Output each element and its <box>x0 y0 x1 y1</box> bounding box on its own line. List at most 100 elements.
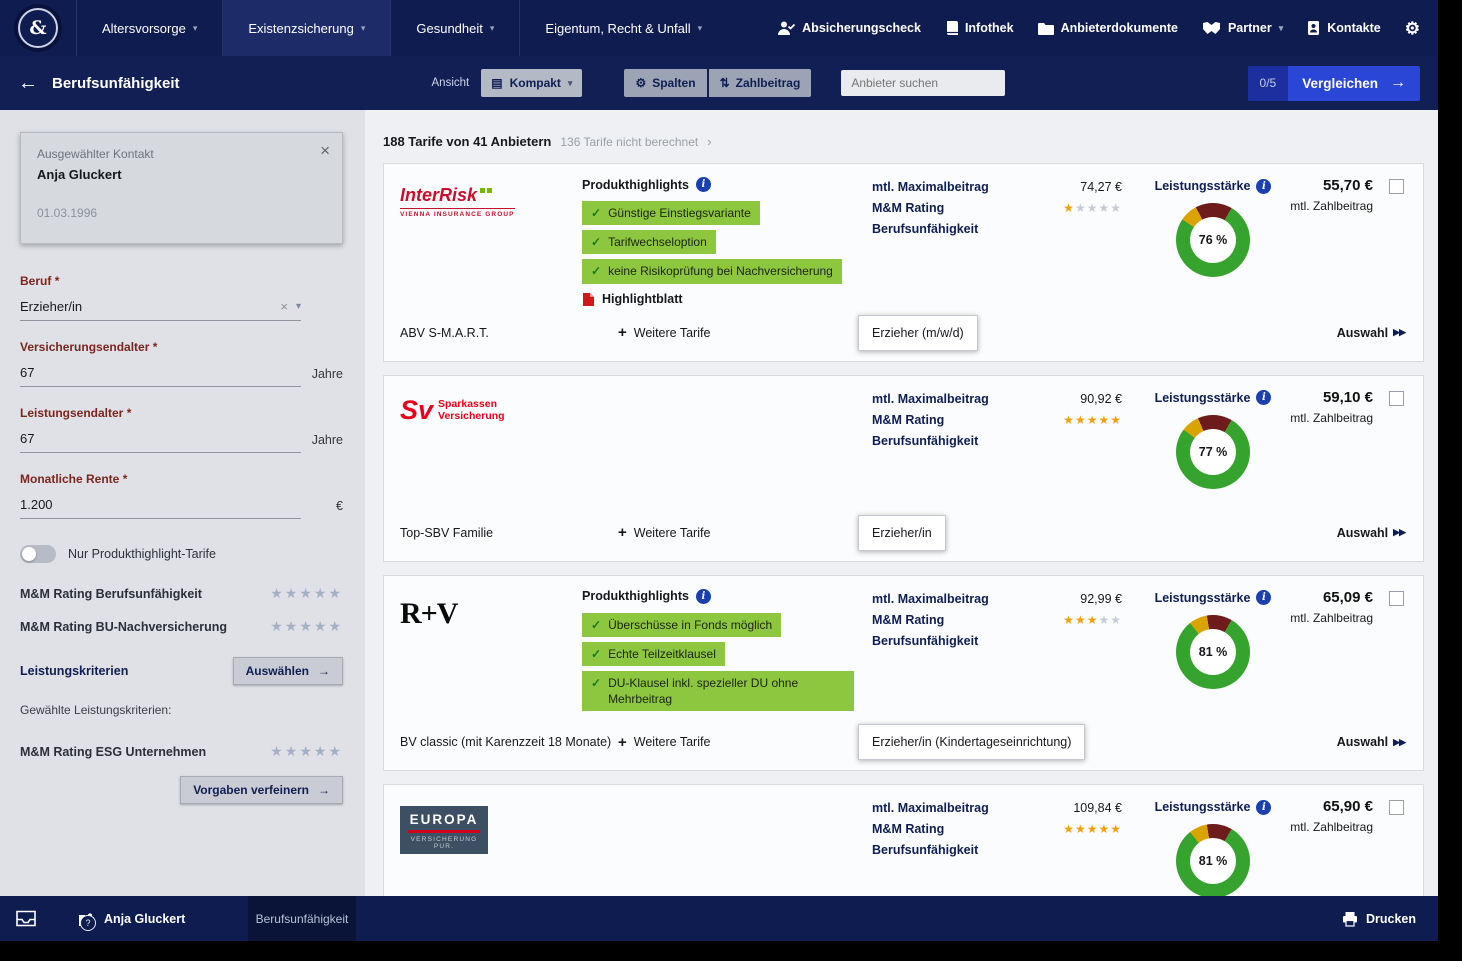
unit-label: Jahre <box>311 367 343 381</box>
rating-esg-row: M&M Rating ESG Unternehmen ★★★★★ <box>20 743 343 760</box>
results-not-calculated[interactable]: 136 Tarife nicht berechnet <box>560 135 699 149</box>
mm-rating-stars: ★★★★★ <box>1002 198 1122 219</box>
auswahl-button[interactable]: Auswahl ▶▶ <box>1336 525 1406 540</box>
info-icon[interactable]: i <box>695 177 711 192</box>
print-label: Drucken <box>1365 911 1416 926</box>
rating-bu-row: M&M Rating Berufsunfähigkeit ★★★★★ <box>20 585 343 602</box>
nav-partner[interactable]: Partner ▾ <box>1202 21 1283 35</box>
occupation-field[interactable]: Erzieher/in <box>858 514 946 551</box>
leistungsendalter-input[interactable]: 67 <box>20 431 301 453</box>
star-empty-icon: ★ <box>284 618 300 634</box>
print-button[interactable]: Drucken <box>1342 911 1416 927</box>
leistungsstaerke-donut: 77 % <box>1176 414 1250 489</box>
inbox-icon[interactable] <box>16 910 36 927</box>
price-column: 55,70 € mtl. Zahlbeitrag <box>1288 177 1389 307</box>
page-toolbar: ← Berufsunfähigkeit Ansicht ▤ Kompakt ▾ … <box>0 56 1438 110</box>
occupation-field[interactable]: Erzieher/in (Kindertageseinrichtung) <box>858 724 1086 761</box>
brand-logo[interactable]: & <box>0 8 76 48</box>
rating-nachversicherung-stars[interactable]: ★★★★★ <box>270 618 343 635</box>
info-icon[interactable]: i <box>1256 590 1272 606</box>
info-icon[interactable]: i <box>1256 799 1272 815</box>
compare-checkbox[interactable] <box>1389 800 1404 816</box>
info-icon[interactable]: i <box>1256 178 1272 194</box>
star-filled-icon: ★ <box>1110 412 1122 427</box>
metric-values: 90,92 € ★★★★★ <box>1002 389 1122 507</box>
check-icon: ✓ <box>591 646 602 661</box>
logo-dots <box>480 185 493 193</box>
app-window: & Altersvorsorge ▾ Existenzsicherung ▾ G… <box>0 0 1438 941</box>
double-arrow-icon: ▶▶ <box>1393 527 1406 538</box>
compare-button[interactable]: 0/5 Vergleichen → <box>1247 65 1420 101</box>
nav-anbieterdokumente[interactable]: Anbieterdokumente <box>1037 21 1178 35</box>
highlightblatt-link[interactable]: Highlightblatt <box>582 292 872 307</box>
pdf-icon <box>583 292 594 306</box>
tariff-card-interrisk: InterRisk VIENNA INSURANCE GROUP Produkt… <box>383 163 1424 362</box>
compare-checkbox[interactable] <box>1389 179 1404 194</box>
star-filled-icon: ★ <box>1063 822 1075 837</box>
metric-values: 92,99 € ★★★★★ <box>1002 589 1122 717</box>
rating-esg-stars[interactable]: ★★★★★ <box>270 743 343 760</box>
nav-absicherungscheck[interactable]: Absicherungscheck <box>778 21 921 35</box>
settings-button[interactable]: ⚙ <box>1405 20 1420 37</box>
compare-checkbox[interactable] <box>1389 590 1404 606</box>
chevron-down-icon[interactable]: ▾ <box>295 301 301 312</box>
chevron-right-icon[interactable]: › <box>707 134 712 149</box>
leistungskriterien-row: Leistungskriterien Auswählen → <box>20 657 343 685</box>
monatliche-rente-input[interactable]: 1.200 <box>20 497 301 519</box>
selected-contact-card: Ausgewählter Kontakt Anja Gluckert 01.03… <box>20 132 343 244</box>
tariff-name: Top-SBV Familie <box>400 525 494 540</box>
star-filled-icon: ★ <box>1074 412 1087 427</box>
compare-checkbox[interactable] <box>1389 390 1404 406</box>
info-icon[interactable]: i <box>695 588 711 604</box>
plus-icon: + <box>618 524 627 542</box>
action-label: Kontakte <box>1327 21 1381 35</box>
rating-bu-stars[interactable]: ★★★★★ <box>270 585 343 602</box>
columns-button[interactable]: ⚙ Spalten <box>624 69 707 97</box>
zahlbeitrag-value: 59,10 € <box>1322 388 1373 406</box>
leistungsstaerke-column: Leistungsstärke i 81 % <box>1138 589 1288 717</box>
highlight-tariffs-toggle[interactable] <box>20 545 56 563</box>
nav-kontakte[interactable]: Kontakte <box>1307 21 1381 35</box>
close-icon[interactable]: × <box>320 141 330 160</box>
auswahl-button[interactable]: Auswahl ▶▶ <box>1336 325 1406 340</box>
sort-button[interactable]: ⇅ Zahlbeitrag <box>708 69 812 97</box>
nav-existenzsicherung[interactable]: Existenzsicherung ▾ <box>222 0 391 56</box>
taskbar-tab-berufsunfaehigkeit[interactable]: Berufsunfähigkeit <box>248 896 356 941</box>
versicherungsendalter-input[interactable]: 67 <box>20 365 301 387</box>
action-label: Anbieterdokumente <box>1060 21 1178 35</box>
toolbar-button-group: ⚙ Spalten ⇅ Zahlbeitrag <box>624 69 812 97</box>
weitere-tarife-link[interactable]: + Weitere Tarife <box>618 524 711 542</box>
back-button[interactable]: ← <box>18 71 38 94</box>
person-check-icon <box>778 21 796 35</box>
weitere-tarife-link[interactable]: + Weitere Tarife <box>618 324 711 342</box>
rating-esg-label: M&M Rating ESG Unternehmen <box>20 744 207 759</box>
arrow-right-icon: → <box>1390 74 1406 91</box>
info-icon[interactable]: i <box>1256 390 1272 406</box>
help-badge[interactable]: ? <box>80 915 96 931</box>
rating-nachversicherung-label: M&M Rating BU-Nachversicherung <box>20 619 227 634</box>
star-filled-icon: ★ <box>1074 612 1087 627</box>
action-label: Absicherungscheck <box>802 21 921 35</box>
provider-search-input[interactable] <box>841 70 1006 96</box>
nav-altersvorsorge[interactable]: Altersvorsorge ▾ <box>76 0 222 56</box>
clear-icon[interactable]: × <box>280 299 288 314</box>
vorgaben-verfeinern-button[interactable]: Vorgaben verfeinern → <box>180 776 343 804</box>
beruf-input[interactable]: Erzieher/in × ▾ <box>20 299 301 321</box>
weitere-tarife-link[interactable]: + Weitere Tarife <box>618 733 711 751</box>
highlight-chip: ✓ DU-Klausel inkl. spezieller DU ohne Meh… <box>582 670 854 712</box>
star-empty-icon: ★ <box>299 743 314 759</box>
nav-eigentum-recht-unfall[interactable]: Eigentum, Recht & Unfall ▾ <box>519 0 727 56</box>
nav-gesundheit[interactable]: Gesundheit ▾ <box>390 0 519 56</box>
auswaehlen-button[interactable]: Auswählen → <box>232 657 343 685</box>
auswahl-button[interactable]: Auswahl ▶▶ <box>1336 735 1406 750</box>
star-empty-icon: ★ <box>284 585 300 601</box>
zahlbeitrag-value: 55,70 € <box>1322 177 1373 194</box>
occupation-field[interactable]: Erzieher (m/w/d) <box>858 314 978 351</box>
rating-bu-label: M&M Rating Berufsunfähigkeit <box>20 586 202 601</box>
view-mode-dropdown[interactable]: ▤ Kompakt ▾ <box>481 69 583 97</box>
chevron-down-icon: ▾ <box>697 22 703 33</box>
tariff-card-sv: Sv Sparkassen Versicherung mtl. Maximalbe… <box>383 374 1424 562</box>
star-empty-icon: ★ <box>299 585 314 601</box>
nav-infothek[interactable]: Infothek <box>945 21 1014 35</box>
